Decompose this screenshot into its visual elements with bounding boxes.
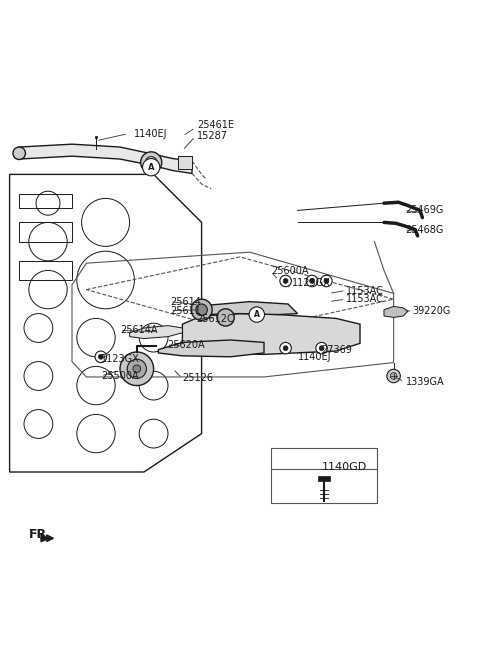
Circle shape: [324, 279, 329, 283]
Circle shape: [387, 369, 400, 382]
Circle shape: [217, 309, 234, 326]
Text: 1140EJ: 1140EJ: [298, 352, 331, 362]
Text: 25612C: 25612C: [196, 314, 234, 324]
Circle shape: [13, 147, 25, 159]
Bar: [271, 448, 377, 503]
Text: 27369: 27369: [322, 344, 352, 355]
Circle shape: [306, 276, 318, 287]
Polygon shape: [384, 306, 408, 318]
Circle shape: [191, 299, 212, 320]
Text: 15287: 15287: [197, 131, 228, 141]
Circle shape: [120, 352, 154, 386]
Circle shape: [249, 307, 264, 322]
Circle shape: [280, 276, 291, 287]
Text: A: A: [254, 310, 260, 319]
Text: 39220G: 39220G: [413, 306, 451, 316]
Text: 25469G: 25469G: [406, 205, 444, 215]
Text: 25500A: 25500A: [101, 371, 138, 381]
Circle shape: [145, 157, 157, 168]
Polygon shape: [19, 144, 192, 173]
Circle shape: [390, 373, 397, 379]
Text: 1123GX: 1123GX: [101, 354, 140, 364]
Polygon shape: [182, 314, 360, 354]
Circle shape: [141, 152, 162, 173]
Circle shape: [319, 346, 324, 350]
Circle shape: [283, 279, 288, 283]
Text: 25614A: 25614A: [120, 325, 157, 335]
Polygon shape: [158, 340, 264, 357]
Bar: [318, 476, 330, 481]
Text: 25126: 25126: [182, 373, 214, 383]
Text: 1153AC: 1153AC: [346, 285, 384, 296]
Circle shape: [310, 279, 314, 283]
Text: A: A: [148, 163, 155, 172]
Circle shape: [127, 359, 146, 379]
Polygon shape: [130, 325, 182, 338]
Polygon shape: [41, 535, 50, 542]
Circle shape: [316, 342, 327, 354]
Text: 1153AC: 1153AC: [346, 294, 384, 304]
Circle shape: [133, 365, 141, 373]
Text: FR.: FR.: [29, 528, 52, 541]
Text: 25620A: 25620A: [167, 340, 204, 350]
Circle shape: [98, 354, 103, 359]
Text: 1140GD: 1140GD: [322, 462, 367, 472]
Polygon shape: [202, 302, 298, 315]
Circle shape: [143, 159, 160, 176]
Circle shape: [95, 351, 107, 363]
Text: 25614: 25614: [170, 297, 201, 306]
Polygon shape: [95, 136, 97, 138]
Text: 25468G: 25468G: [406, 224, 444, 235]
Text: 25600A: 25600A: [271, 266, 309, 276]
Text: 1123GX: 1123GX: [292, 278, 331, 289]
Text: 1140EJ: 1140EJ: [134, 129, 168, 138]
Circle shape: [196, 304, 207, 316]
Text: 25461E: 25461E: [197, 121, 234, 131]
Text: 25611: 25611: [170, 306, 201, 316]
Circle shape: [283, 346, 288, 350]
Polygon shape: [178, 156, 192, 169]
Circle shape: [280, 342, 291, 354]
Text: 1339GA: 1339GA: [406, 377, 444, 387]
Circle shape: [321, 276, 332, 287]
